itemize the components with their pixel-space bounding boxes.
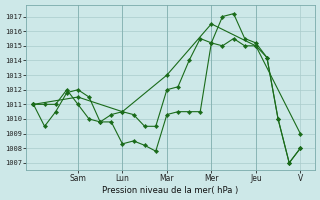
X-axis label: Pression niveau de la mer( hPa ): Pression niveau de la mer( hPa ) (102, 186, 239, 195)
